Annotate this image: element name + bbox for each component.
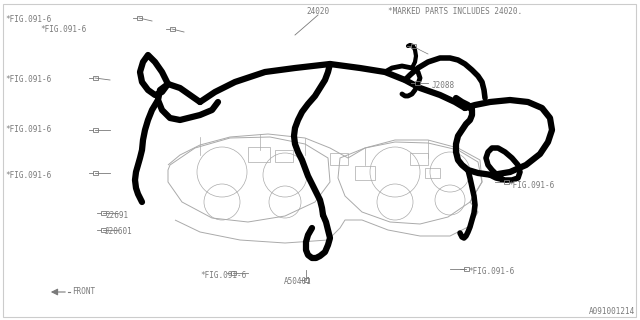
Text: J2088: J2088 (432, 81, 455, 90)
Text: *FIG.091-6: *FIG.091-6 (468, 268, 515, 276)
Text: *FIG.091-6: *FIG.091-6 (40, 26, 86, 35)
Text: *FIG.091-6: *FIG.091-6 (5, 171, 51, 180)
Bar (100, 211, 106, 215)
Bar (463, 267, 468, 271)
Bar (100, 228, 106, 232)
Bar (275, 150, 293, 162)
Text: A50401: A50401 (284, 277, 312, 286)
Bar (355, 166, 375, 180)
Bar (248, 147, 270, 162)
Text: A091001214: A091001214 (589, 308, 635, 316)
Text: *MARKED PARTS INCLUDES 24020.: *MARKED PARTS INCLUDES 24020. (388, 7, 522, 17)
Bar (93, 171, 97, 175)
Bar (93, 128, 97, 132)
Bar (330, 153, 348, 165)
Text: *FIG.091-6: *FIG.091-6 (5, 125, 51, 134)
Bar (170, 27, 175, 31)
Text: 24020: 24020 (307, 7, 330, 17)
Bar (230, 271, 236, 275)
Bar (504, 180, 509, 184)
Bar (136, 16, 141, 20)
Text: *FIG.091-6: *FIG.091-6 (508, 180, 554, 189)
Bar (410, 44, 415, 48)
Text: *FIG.091-6: *FIG.091-6 (5, 15, 51, 25)
Text: 22691: 22691 (105, 211, 128, 220)
Bar (425, 168, 440, 178)
Bar (410, 153, 428, 165)
Text: *FIG.091-6: *FIG.091-6 (200, 270, 246, 279)
Bar (415, 81, 419, 85)
Text: FRONT: FRONT (72, 287, 95, 297)
Text: *FIG.091-6: *FIG.091-6 (5, 76, 51, 84)
Bar (93, 76, 97, 80)
Bar (303, 278, 308, 282)
Text: J20601: J20601 (105, 228, 132, 236)
